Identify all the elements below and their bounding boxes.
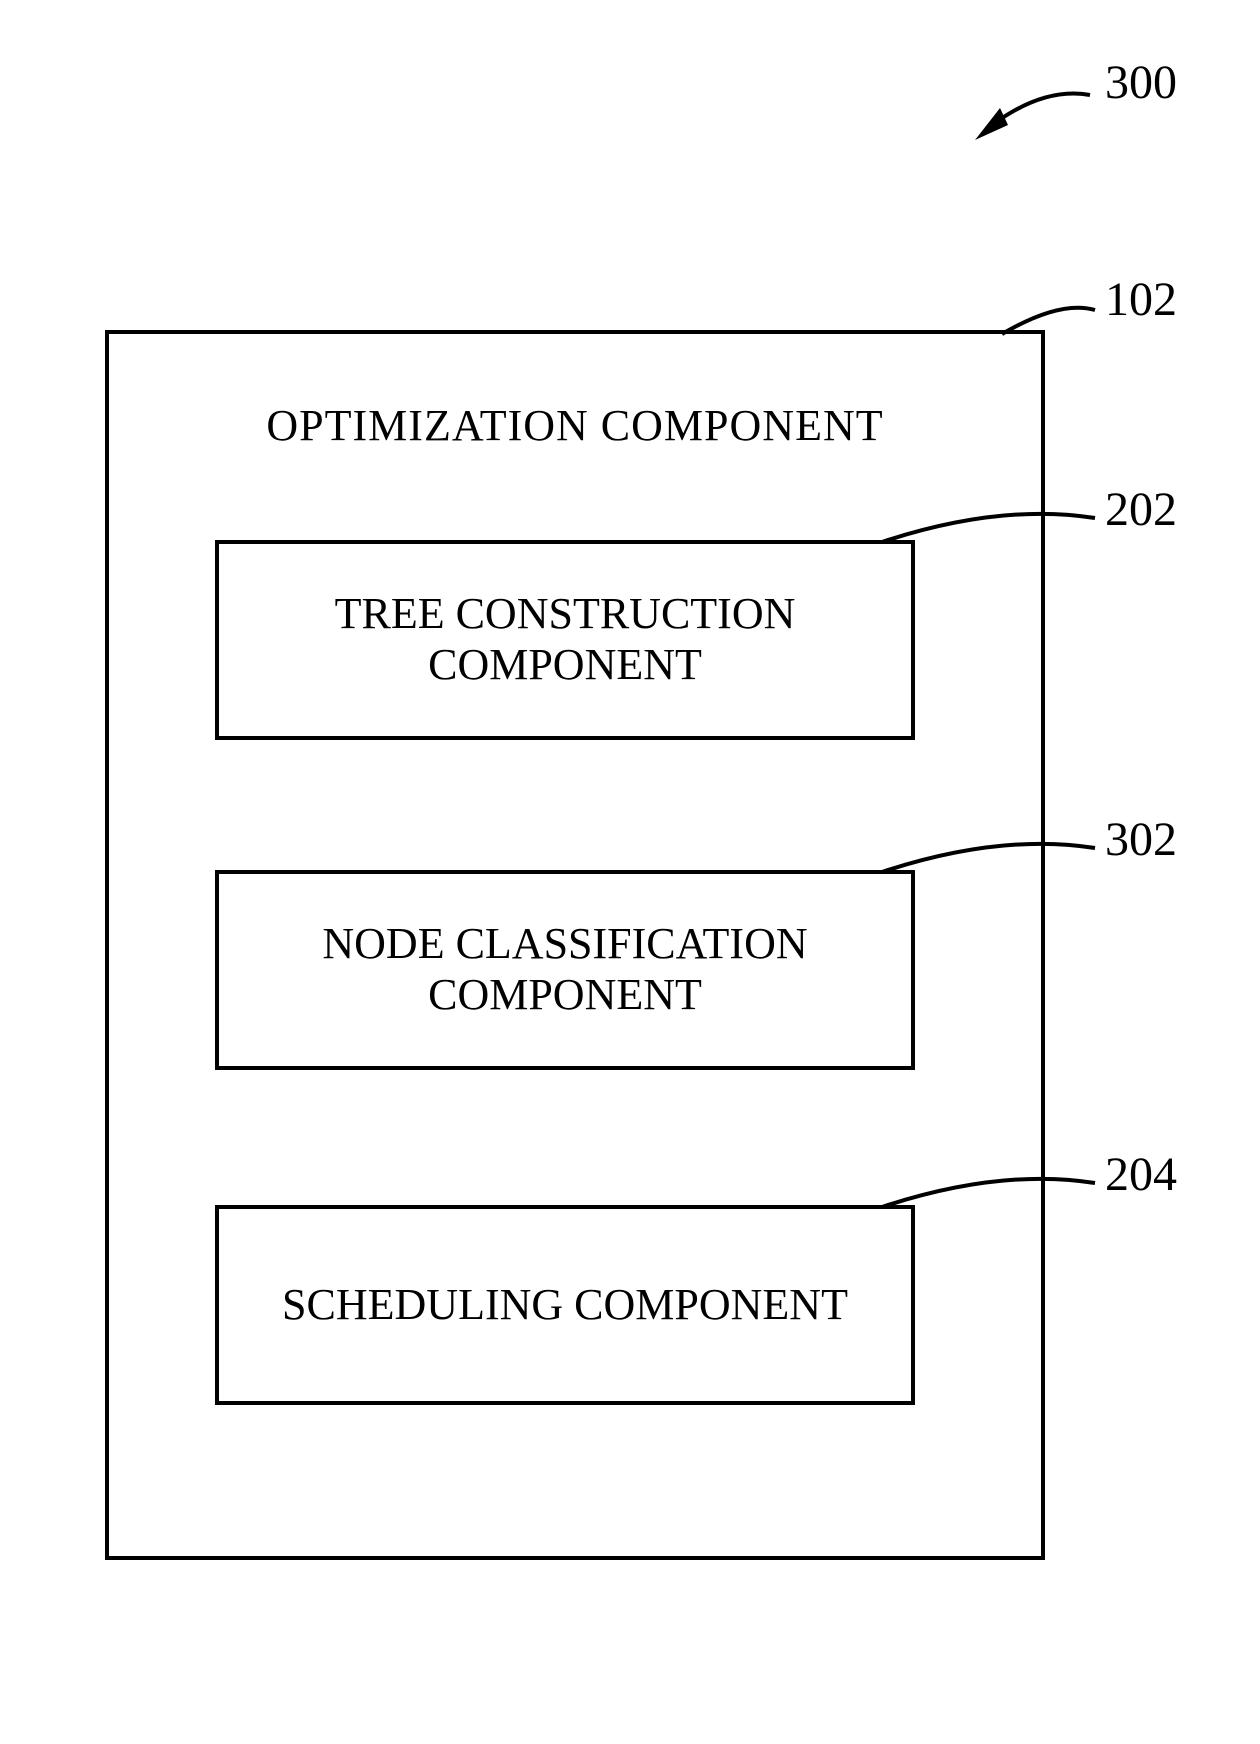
diagram-canvas: OPTIMIZATION COMPONENT TREE CONSTRUCTION…: [0, 0, 1260, 1744]
tree-construction-label: TREE CONSTRUCTION COMPONENT: [229, 589, 901, 690]
node-classification-label: NODE CLASSIFICATION COMPONENT: [229, 919, 901, 1020]
ref-302: 302: [1105, 812, 1177, 867]
ref-202: 202: [1105, 482, 1177, 537]
ref-204: 204: [1105, 1147, 1177, 1202]
ref-300: 300: [1105, 55, 1177, 110]
ref-302-lead: [870, 828, 1100, 883]
scheduling-box: SCHEDULING COMPONENT: [215, 1205, 915, 1405]
ref-102: 102: [1105, 272, 1177, 327]
node-classification-box: NODE CLASSIFICATION COMPONENT: [215, 870, 915, 1070]
scheduling-label: SCHEDULING COMPONENT: [282, 1280, 848, 1331]
ref-300-lead: [950, 75, 1100, 155]
ref-204-lead: [870, 1163, 1100, 1218]
ref-202-lead: [870, 498, 1100, 553]
ref-102-lead: [990, 290, 1100, 350]
optimization-component-title: OPTIMIZATION COMPONENT: [105, 400, 1045, 451]
tree-construction-box: TREE CONSTRUCTION COMPONENT: [215, 540, 915, 740]
